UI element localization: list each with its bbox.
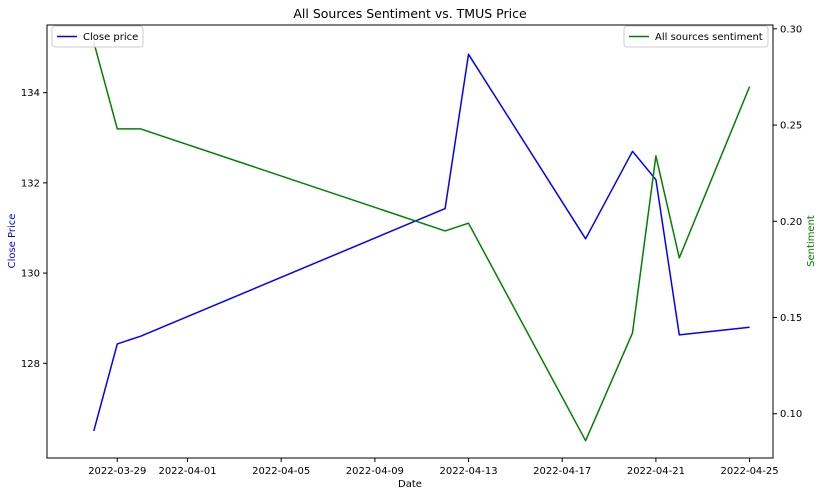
y-right-tick-label: 0.15 bbox=[780, 313, 802, 324]
series-layer bbox=[93, 42, 751, 442]
x-axis: 2022-03-29 2022-04-01 2022-04-05 2022-04-09… bbox=[88, 458, 779, 477]
legend-box bbox=[51, 25, 144, 48]
y-axis-right: 0.10 0.15 0.20 0.25 0.30 bbox=[773, 24, 802, 420]
legend-label: Close price bbox=[83, 32, 138, 43]
x-tick-label: 2022-03-29 bbox=[88, 466, 146, 477]
x-tick-label: 2022-04-13 bbox=[439, 466, 497, 477]
x-tick-label: 2022-04-05 bbox=[252, 466, 310, 477]
legends: Close price All sources sentiment bbox=[51, 25, 769, 48]
legend-box bbox=[623, 25, 769, 48]
x-tick-label: 2022-04-21 bbox=[627, 466, 685, 477]
y-left-tick-label: 130 bbox=[21, 269, 40, 280]
x-tick-label: 2022-04-17 bbox=[533, 466, 591, 477]
x-tick-label: 2022-04-01 bbox=[158, 466, 216, 477]
series-line-left bbox=[93, 53, 750, 432]
chart-title: All Sources Sentiment vs. TMUS Price bbox=[293, 6, 527, 21]
legend-label: All sources sentiment bbox=[655, 32, 763, 43]
y-left-tick-label: 128 bbox=[21, 359, 40, 370]
plot-frame bbox=[46, 24, 774, 459]
y-right-tick-label: 0.20 bbox=[780, 217, 802, 228]
series-line-right bbox=[93, 42, 751, 442]
x-tick-label: 2022-04-25 bbox=[721, 466, 779, 477]
y-axis-right-label: Sentiment bbox=[806, 215, 817, 267]
y-right-tick-label: 0.25 bbox=[780, 121, 802, 132]
y-right-tick-label: 0.10 bbox=[780, 409, 802, 420]
y-right-tick-label: 0.30 bbox=[780, 24, 802, 35]
x-axis-label: Date bbox=[398, 479, 422, 490]
y-axis-left: 128 130 132 134 bbox=[21, 88, 47, 370]
y-axis-left-label: Close Price bbox=[7, 214, 18, 269]
y-left-tick-label: 132 bbox=[21, 178, 40, 189]
y-left-tick-label: 134 bbox=[21, 88, 40, 99]
x-tick-label: 2022-04-09 bbox=[346, 466, 404, 477]
